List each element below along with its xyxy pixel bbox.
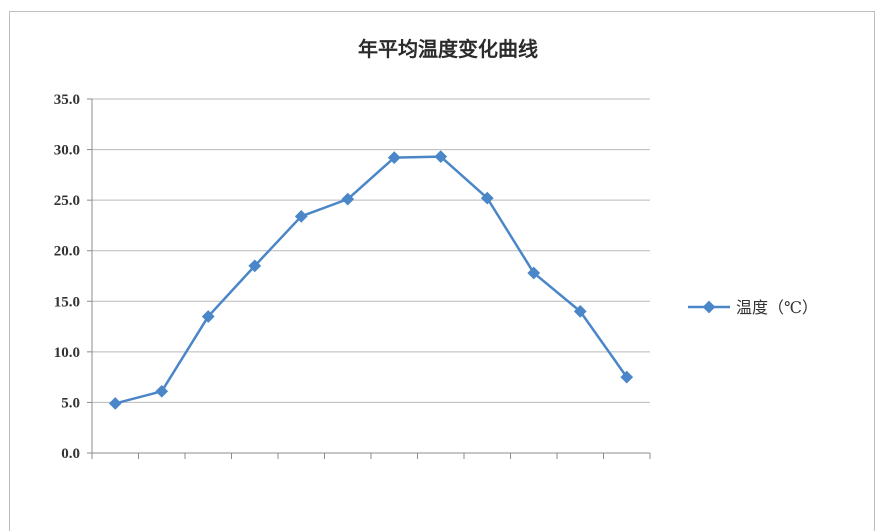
data-point-2 [201, 310, 215, 323]
y-tick-label-4: 20.0 [54, 244, 80, 260]
chart-title: 年平均温度变化曲线 [358, 37, 538, 61]
y-tick-label-7: 35.0 [54, 92, 80, 108]
data-point-0 [108, 397, 122, 410]
legend-marker [702, 300, 716, 314]
series-layer [108, 150, 634, 410]
y-tick-label-1: 5.0 [61, 395, 80, 411]
y-axis-ticks: 0.0 5.0 10.0 15.0 20.0 25.0 30.0 35.0 [54, 92, 80, 462]
y-tick-label-2: 10.0 [54, 345, 80, 361]
data-point-7 [434, 150, 448, 164]
y-tick-label-3: 15.0 [54, 294, 80, 310]
gridlines [87, 98, 650, 454]
x-axis-ticks [91, 453, 651, 459]
y-tick-label-0: 0.0 [61, 446, 80, 462]
legend: 温度（℃） [688, 298, 818, 317]
data-point-4 [294, 209, 308, 223]
y-tick-label-6: 30.0 [54, 143, 80, 159]
data-point-5 [341, 192, 355, 206]
data-point-6 [387, 151, 401, 165]
chart-frame [9, 11, 875, 531]
y-tick-label-5: 25.0 [54, 193, 80, 209]
data-point-3 [248, 259, 262, 273]
data-point-8 [480, 191, 494, 205]
series-line-0 [114, 155, 628, 405]
legend-label: 温度（℃） [736, 298, 818, 317]
data-point-1 [155, 384, 169, 398]
